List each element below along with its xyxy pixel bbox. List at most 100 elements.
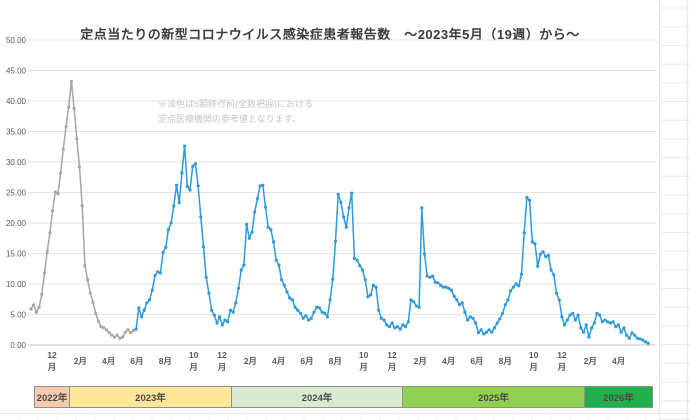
data-point-marker	[441, 285, 445, 289]
data-point-marker	[371, 283, 375, 287]
data-point-marker	[271, 240, 276, 244]
data-point-marker	[323, 311, 327, 315]
data-point-marker	[420, 206, 424, 210]
data-point-marker	[139, 315, 144, 319]
year-band-label: 2022年	[36, 393, 68, 404]
data-point-marker	[309, 316, 313, 320]
data-point-marker	[258, 184, 262, 188]
data-point-marker	[218, 315, 222, 319]
x-axis-tick-label: 12 月	[47, 350, 57, 372]
data-point-marker	[99, 325, 103, 329]
data-point-marker	[298, 311, 303, 315]
data-point-marker	[401, 323, 405, 327]
data-point-marker	[242, 263, 246, 267]
data-point-marker	[641, 338, 645, 342]
data-point-marker	[228, 308, 232, 312]
data-point-marker	[193, 162, 197, 166]
data-point-marker	[196, 184, 200, 188]
data-point-marker	[72, 106, 76, 110]
data-point-marker	[40, 292, 44, 296]
data-point-marker	[204, 275, 208, 279]
data-point-marker	[490, 330, 494, 334]
data-point-marker	[377, 308, 381, 312]
data-point-marker	[34, 310, 39, 314]
data-point-marker	[53, 190, 57, 194]
year-band-label: 2023年	[135, 393, 166, 404]
x-axis-tick-label: 4月	[272, 356, 285, 366]
data-point-marker	[94, 311, 98, 315]
data-point-marker	[166, 228, 170, 232]
data-point-marker	[207, 291, 211, 295]
data-point-marker	[447, 286, 451, 290]
data-point-marker	[546, 253, 551, 257]
data-point-marker	[627, 336, 631, 340]
year-band-label: 2026年	[603, 393, 634, 404]
data-point-marker	[466, 318, 470, 322]
x-axis-tick-label: 4月	[442, 356, 455, 366]
year-band-label: 2024年	[301, 393, 333, 404]
data-point-marker	[519, 272, 524, 276]
data-point-marker	[358, 264, 362, 268]
data-point-marker	[83, 264, 87, 268]
data-point-marker	[88, 291, 92, 295]
y-axis-tick-label: 5.00	[10, 311, 26, 320]
data-point-marker	[347, 206, 351, 210]
year-band-2022: 2022年	[34, 386, 70, 408]
data-point-marker	[69, 79, 73, 84]
data-point-marker	[191, 164, 195, 168]
data-point-marker	[533, 242, 537, 246]
data-point-marker	[51, 209, 55, 213]
data-point-marker	[536, 264, 540, 268]
x-axis-tick-label: 6月	[470, 356, 483, 366]
data-point-marker	[587, 335, 591, 339]
data-point-marker	[210, 308, 214, 312]
year-band-row: 2022年 2023年 2024年 2025年 2026年	[34, 386, 653, 408]
y-axis-tick-label: 10.00	[6, 280, 27, 289]
data-point-marker	[463, 310, 467, 314]
data-point-marker	[317, 306, 321, 310]
data-point-marker	[511, 285, 515, 289]
data-point-marker	[460, 301, 464, 305]
data-point-marker	[552, 273, 556, 277]
data-point-marker	[280, 278, 284, 282]
data-point-marker	[201, 245, 206, 249]
data-point-marker	[277, 263, 281, 267]
data-point-marker	[449, 288, 453, 292]
data-point-marker	[541, 250, 545, 254]
data-point-marker	[333, 239, 338, 243]
data-point-marker	[156, 270, 160, 274]
year-band-2023: 2023年	[69, 386, 232, 408]
data-point-marker	[506, 298, 510, 302]
data-point-marker	[75, 137, 79, 141]
data-point-marker	[414, 304, 418, 308]
data-point-marker	[226, 320, 230, 324]
data-point-marker	[239, 268, 243, 272]
data-point-marker	[172, 204, 176, 208]
data-point-marker	[635, 336, 640, 340]
data-point-marker	[360, 268, 365, 272]
data-point-marker	[522, 231, 526, 235]
data-point-marker	[123, 330, 127, 334]
x-axis-tick-label: 8月	[499, 356, 512, 366]
data-point-marker	[64, 125, 68, 129]
x-axis-tick-label: 4月	[612, 356, 625, 366]
data-point-marker	[495, 321, 499, 325]
data-point-marker	[107, 331, 111, 335]
data-point-marker	[274, 258, 278, 262]
data-point-marker	[212, 313, 216, 317]
data-point-marker	[633, 333, 637, 337]
data-point-marker	[91, 300, 95, 304]
data-point-marker	[80, 204, 84, 208]
data-point-marker	[245, 222, 249, 226]
data-point-marker	[142, 308, 146, 312]
data-point-marker	[250, 230, 254, 234]
data-point-marker	[646, 341, 650, 345]
data-point-marker	[169, 221, 173, 225]
data-point-marker	[32, 303, 36, 307]
chart-note-line2: 定点医療機関の参考値となります。	[158, 114, 301, 124]
data-point-marker	[263, 205, 268, 209]
data-point-marker	[431, 274, 435, 278]
data-point-marker	[614, 325, 618, 329]
data-point-marker	[412, 300, 416, 304]
data-point-marker	[86, 278, 90, 282]
